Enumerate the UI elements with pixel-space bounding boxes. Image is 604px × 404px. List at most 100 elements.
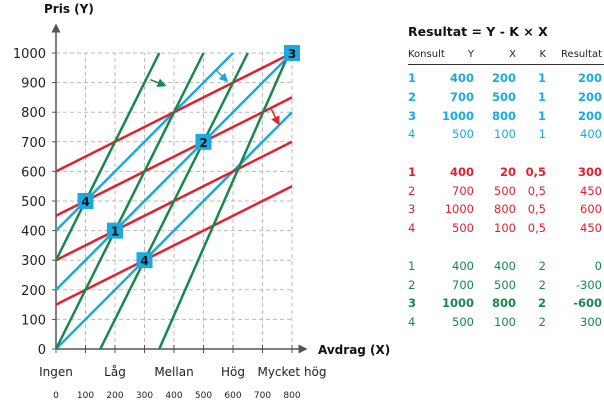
x-tick-label: 600 — [224, 391, 241, 401]
table-row: 2 700 500 2 -300 — [408, 275, 604, 294]
table-cell: 0,5 — [525, 165, 546, 180]
series-line — [55, 185, 293, 306]
consultant-marker-label: 3 — [288, 47, 296, 61]
table-cell: 2 — [408, 277, 416, 292]
table-cell: 500 — [494, 183, 516, 198]
consultant-marker — [195, 133, 212, 150]
consultant-marker-label: 4 — [81, 195, 89, 209]
y-axis-label: Pris (Y) — [44, 2, 94, 16]
table-row: 2 700 500 1 200 — [408, 88, 604, 107]
table-cell: 4 — [408, 127, 416, 142]
x-axis-label: Avdrag (X) — [318, 343, 390, 357]
table-cell: 100 — [494, 127, 516, 142]
table-cell: 2 — [538, 277, 546, 292]
table-row: 4 500 100 2 300 — [408, 313, 604, 332]
y-tick-label: 600 — [21, 165, 46, 180]
table-row: 3 1000 800 1 200 — [408, 106, 604, 125]
table-cell: 2 — [537, 296, 546, 311]
table-cell: 800 — [491, 296, 516, 311]
table-cell: 450 — [580, 183, 602, 198]
x-category-label: Mellan — [154, 365, 193, 379]
table-cell: 20 — [499, 165, 516, 180]
x-tick-label: 100 — [77, 391, 94, 401]
y-tick-label: 700 — [21, 136, 46, 151]
table-cell: 2 — [538, 258, 546, 273]
table-cell: 200 — [491, 71, 516, 86]
y-tick-label: 0 — [38, 343, 46, 358]
table-cell: 1000 — [444, 202, 474, 217]
table-cell: 500 — [452, 127, 474, 142]
table-cell: 600 — [580, 202, 602, 217]
x-tick-label: 400 — [165, 391, 182, 401]
table-cell: 500 — [452, 221, 474, 236]
header-k: K — [539, 48, 546, 60]
table-cell: 3 — [408, 296, 417, 311]
consultant-marker-label: 1 — [111, 225, 119, 239]
table-row: 3 1000 800 2 -600 — [408, 294, 604, 313]
series-line — [55, 96, 293, 217]
chart: 0 100 200 300 400 500 600 700 800 900 1000 0 100 200 3… — [13, 2, 390, 401]
y-tick-label: 500 — [21, 195, 46, 210]
table-cell: 0,5 — [527, 183, 546, 198]
table-cell: 1 — [408, 165, 417, 180]
table-cell: 1000 — [442, 296, 475, 311]
table-cell: 100 — [494, 221, 516, 236]
table-cell: 400 — [494, 258, 516, 273]
table-cell: 1 — [408, 71, 417, 86]
table-cell: 400 — [449, 165, 474, 180]
x-category-label: Mycket hög — [257, 365, 326, 379]
x-tick-label: 200 — [106, 391, 123, 401]
series-line — [158, 52, 291, 350]
table-row: 4 500 100 1 400 — [408, 125, 604, 144]
shift-arrow — [270, 108, 280, 126]
result-table: Resultat = Y - K × X Konsult Y X K Resul… — [408, 24, 604, 331]
x-tick-label: 0 — [53, 391, 59, 401]
table-cell: 500 — [494, 277, 516, 292]
shift-arrow — [150, 78, 167, 87]
table-cell: 4 — [408, 314, 416, 329]
series-line — [55, 52, 293, 291]
table-cell: 500 — [452, 314, 474, 329]
x-tick-label: 700 — [254, 391, 271, 401]
y-tick-label: 100 — [21, 313, 46, 328]
table-row: 3 1000 800 0,5 600 — [408, 200, 604, 219]
y-tick-label: 400 — [21, 225, 46, 240]
table-cell: 1 — [537, 108, 546, 123]
y-tick-label: 1000 — [13, 47, 46, 62]
x-category-label: Ingen — [39, 365, 73, 379]
table-cell: 400 — [449, 71, 474, 86]
series-line — [54, 52, 161, 261]
table-cell: -600 — [573, 296, 602, 311]
table-cell: 300 — [580, 314, 602, 329]
y-tick-label: 900 — [21, 77, 46, 92]
table-cell: 700 — [452, 277, 474, 292]
table-cell: 3 — [408, 108, 417, 123]
table-cell: 700 — [449, 90, 474, 105]
table-cell: 4 — [408, 221, 416, 236]
table-cell: 2 — [408, 183, 416, 198]
table-cell: 1 — [538, 127, 546, 142]
x-tick-label: 500 — [195, 391, 212, 401]
table-cell: 1 — [537, 90, 546, 105]
table-row: 2 700 500 0,5 450 — [408, 181, 604, 200]
x-category-label: Hög — [221, 365, 245, 379]
table-cell: 0,5 — [527, 202, 546, 217]
table-cell: 100 — [494, 314, 516, 329]
table-cell: -300 — [575, 277, 602, 292]
y-tick-label: 300 — [21, 254, 46, 269]
consultant-marker-label: 2 — [199, 136, 207, 150]
x-category-label: Låg — [104, 365, 126, 379]
shift-arrow — [216, 70, 229, 83]
table-cell: 1 — [408, 258, 416, 273]
table-row: 1 400 400 2 0 — [408, 257, 604, 276]
table-cell: 500 — [491, 90, 516, 105]
series-line — [54, 52, 205, 350]
table-header: Konsult Y X K Resultat — [408, 44, 604, 65]
table-cell: 3 — [408, 202, 416, 217]
header-y: Y — [467, 48, 474, 60]
series-line — [55, 111, 293, 350]
table-cell: 1 — [537, 71, 546, 86]
table-cell: 400 — [452, 258, 474, 273]
table-cell: 200 — [577, 90, 602, 105]
consultant-marker — [136, 252, 153, 269]
